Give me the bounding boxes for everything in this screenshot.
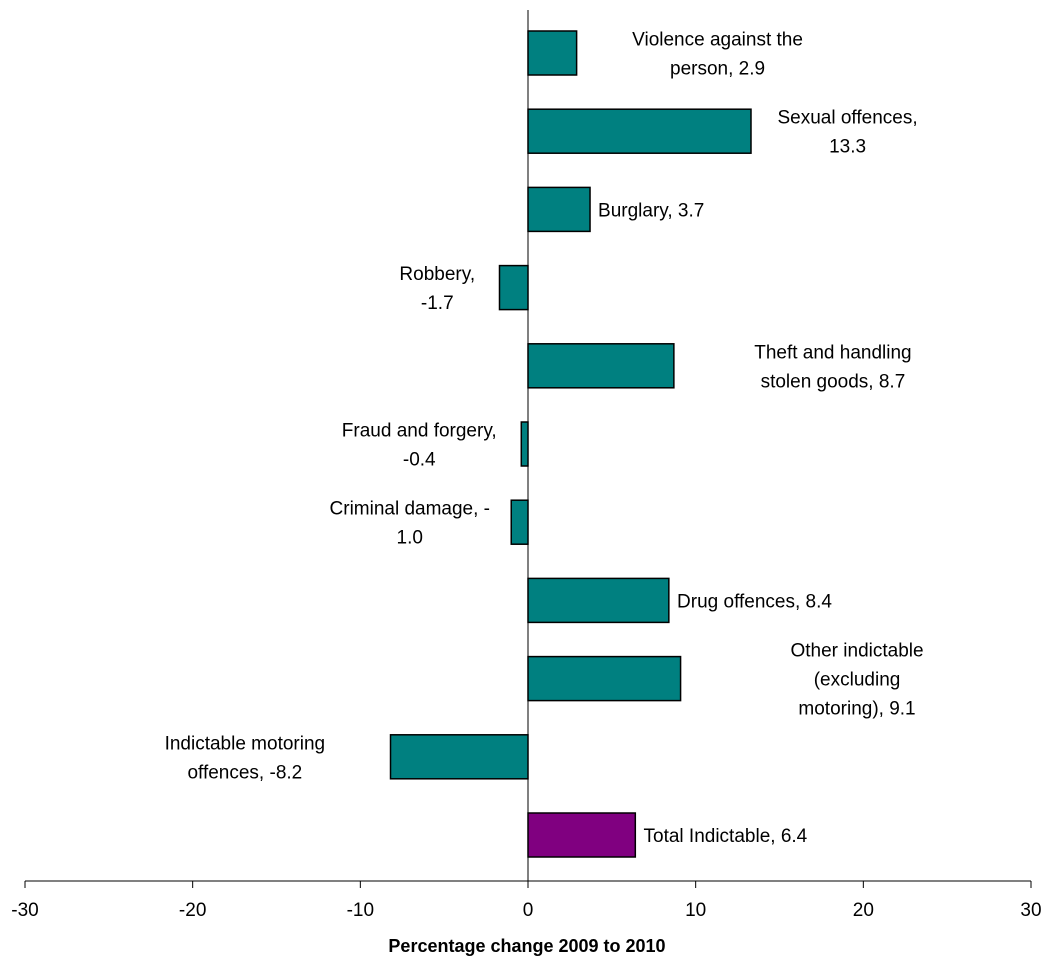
bar-sexual-offences (527, 108, 752, 154)
data-label: Indictable motoring offences, -8.2 (165, 733, 326, 783)
data-label: Fraud and forgery, -0.4 (342, 421, 497, 471)
data-label: Drug offences, 8.4 (677, 591, 832, 612)
data-label: Criminal damage, - 1.0 (330, 499, 491, 549)
data-label-line: (excluding (814, 670, 901, 691)
x-axis-title: Percentage change 2009 to 2010 (388, 936, 665, 956)
x-axis: -30 -20 -10 0 10 20 30 (11, 10, 1042, 921)
x-tick-label: -30 (11, 900, 38, 921)
data-label: Violence against the person, 2.9 (632, 30, 803, 80)
bars-layer (389, 30, 752, 858)
data-label: Sexual offences, 13.3 (777, 108, 917, 158)
bar-violence-against-the-person (527, 30, 578, 76)
x-tick-label: 10 (685, 900, 706, 921)
bar-other-indictable-excluding-motoring (527, 655, 682, 702)
bar-criminal-damage (510, 499, 529, 545)
bar-total-indictable (527, 812, 637, 858)
data-label-line: 1.0 (397, 528, 423, 549)
data-labels-layer: Violence against the person, 2.9 Sexual of… (165, 30, 924, 848)
bar-theft-and-handling-stolen-goods (527, 343, 675, 389)
data-label-line: person, 2.9 (670, 59, 765, 80)
data-label-line: Robbery, (399, 264, 475, 285)
data-label-line: Burglary, 3.7 (598, 200, 704, 221)
data-label-line: Violence against the (632, 30, 803, 51)
bar-robbery (498, 264, 529, 311)
bar-drug-offences (527, 577, 670, 624)
data-label-line: offences, -8.2 (187, 762, 302, 783)
bar-indictable-motoring-offences (389, 734, 529, 780)
data-label-line: -1.7 (421, 293, 454, 314)
data-label: Other indictable (excluding motoring), 9.1 (790, 641, 923, 720)
data-label-line: Fraud and forgery, (342, 421, 497, 442)
data-label-line: motoring), 9.1 (798, 699, 915, 720)
data-label-line: Other indictable (790, 641, 923, 662)
bar-fraud-and-forgery (520, 421, 529, 467)
data-label: Burglary, 3.7 (598, 200, 704, 221)
bar-burglary (527, 186, 591, 233)
data-label-line: stolen goods, 8.7 (761, 371, 906, 392)
x-tick-label: -10 (347, 900, 374, 921)
data-label-line: Theft and handling (754, 342, 911, 363)
data-label-line: Indictable motoring (165, 733, 326, 754)
data-label: Total Indictable, 6.4 (644, 826, 808, 847)
data-label-line: Drug offences, 8.4 (677, 591, 832, 612)
x-tick-label: 0 (523, 900, 534, 921)
x-tick-label: 20 (853, 900, 874, 921)
data-label-line: Sexual offences, (777, 108, 917, 129)
data-label: Robbery, -1.7 (399, 264, 475, 314)
data-label-line: -0.4 (403, 450, 436, 471)
x-tick-label: 30 (1020, 900, 1041, 921)
data-label-line: Total Indictable, 6.4 (644, 826, 808, 847)
x-tick-label: -20 (179, 900, 206, 921)
data-label-line: 13.3 (829, 137, 866, 158)
data-label-line: Criminal damage, - (330, 499, 491, 520)
data-label: Theft and handling stolen goods, 8.7 (754, 342, 911, 392)
